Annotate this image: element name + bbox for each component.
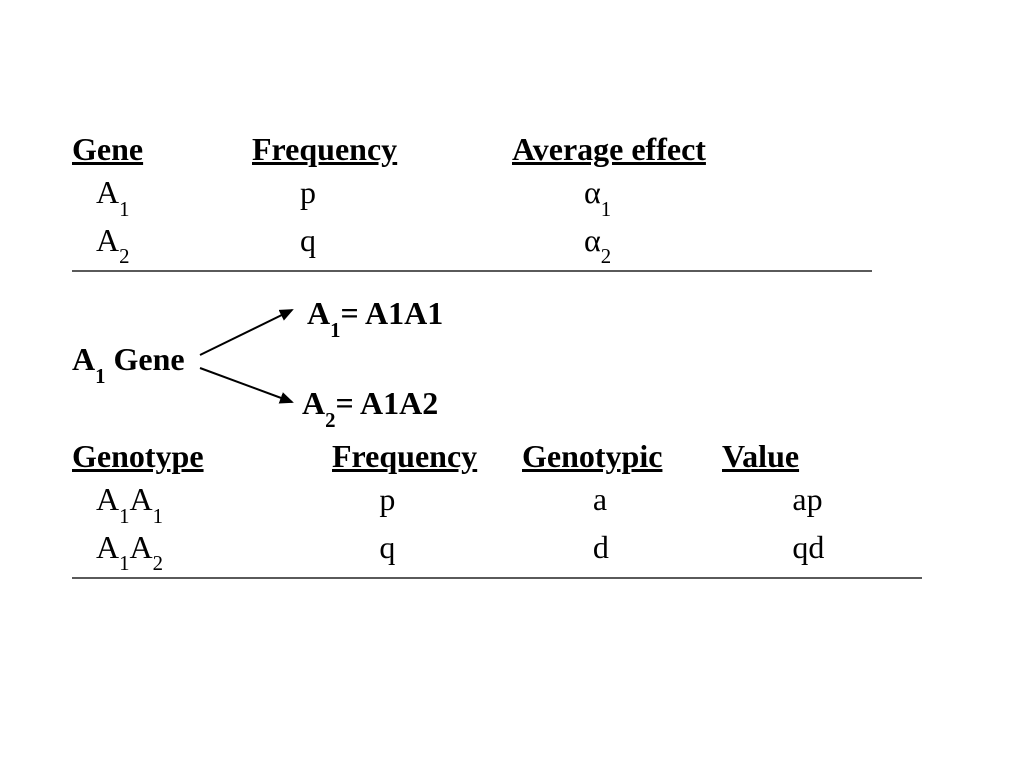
cell-value: qd [792, 526, 952, 573]
cell-genotype: A1A1 [72, 478, 355, 525]
allele2-base: A [130, 529, 153, 565]
gene-sub: 2 [119, 245, 129, 268]
label-tail: = A1A2 [336, 385, 439, 421]
divider [72, 270, 872, 272]
gene-table-header: Gene Frequency Average effect [72, 128, 952, 171]
cell-gene: A2 [72, 219, 276, 266]
allele1-sub: 1 [119, 552, 129, 575]
label-sub: 2 [325, 409, 335, 432]
effect-base: α [584, 174, 601, 210]
header-genotype: Genotype [72, 435, 332, 478]
divider [72, 577, 922, 579]
header-value: Value [722, 435, 882, 478]
effect-sub: 1 [601, 198, 611, 221]
cell-genotypic: a [569, 478, 793, 525]
allele1-base: A [96, 529, 119, 565]
branch-top-label: A1= A1A1 [307, 292, 443, 339]
label-base: A [72, 341, 95, 377]
header-frequency: Frequency [252, 128, 512, 171]
gene-sub: 1 [119, 198, 129, 221]
header-genotypic: Genotypic [522, 435, 722, 478]
cell-value: ap [792, 478, 952, 525]
allele2-sub: 1 [153, 505, 163, 528]
page: Gene Frequency Average effect A1 p α1 A2… [0, 0, 1024, 579]
genotype-table-row: A1A2 q d qd [72, 526, 952, 573]
allele2-sub: 2 [153, 552, 163, 575]
branch-root-label: A1 Gene [72, 338, 185, 385]
effect-sub: 2 [601, 245, 611, 268]
branch-bottom-label: A2= A1A2 [302, 382, 438, 429]
allele1-sub: 1 [119, 505, 129, 528]
cell-genotypic: d [569, 526, 793, 573]
effect-base: α [584, 222, 601, 258]
gene-table-row: A2 q α2 [72, 219, 952, 266]
cell-effect: α1 [560, 171, 864, 218]
cell-frequency: p [276, 171, 560, 218]
header-gene: Gene [72, 128, 252, 171]
header-average-effect: Average effect [512, 128, 792, 171]
cell-frequency: p [355, 478, 569, 525]
cell-frequency: q [276, 219, 560, 266]
label-sub: 1 [330, 319, 340, 342]
genotype-table-header: Genotype Frequency Genotypic Value [72, 435, 952, 478]
gene-table-row: A1 p α1 [72, 171, 952, 218]
label-tail: = A1A1 [341, 295, 444, 331]
cell-genotype: A1A2 [72, 526, 355, 573]
label-tail: Gene [106, 341, 185, 377]
cell-gene: A1 [72, 171, 276, 218]
genotype-table-row: A1A1 p a ap [72, 478, 952, 525]
branch-diagram: A1= A1A1 A1 Gene A2= A1A2 [72, 290, 952, 435]
cell-effect: α2 [560, 219, 864, 266]
label-sub: 1 [95, 365, 105, 388]
cell-frequency: q [355, 526, 569, 573]
header-frequency: Frequency [332, 435, 522, 478]
allele2-base: A [130, 481, 153, 517]
allele1-base: A [96, 481, 119, 517]
branch-arrows-icon [192, 300, 312, 420]
gene-base: A [96, 174, 119, 210]
gene-base: A [96, 222, 119, 258]
